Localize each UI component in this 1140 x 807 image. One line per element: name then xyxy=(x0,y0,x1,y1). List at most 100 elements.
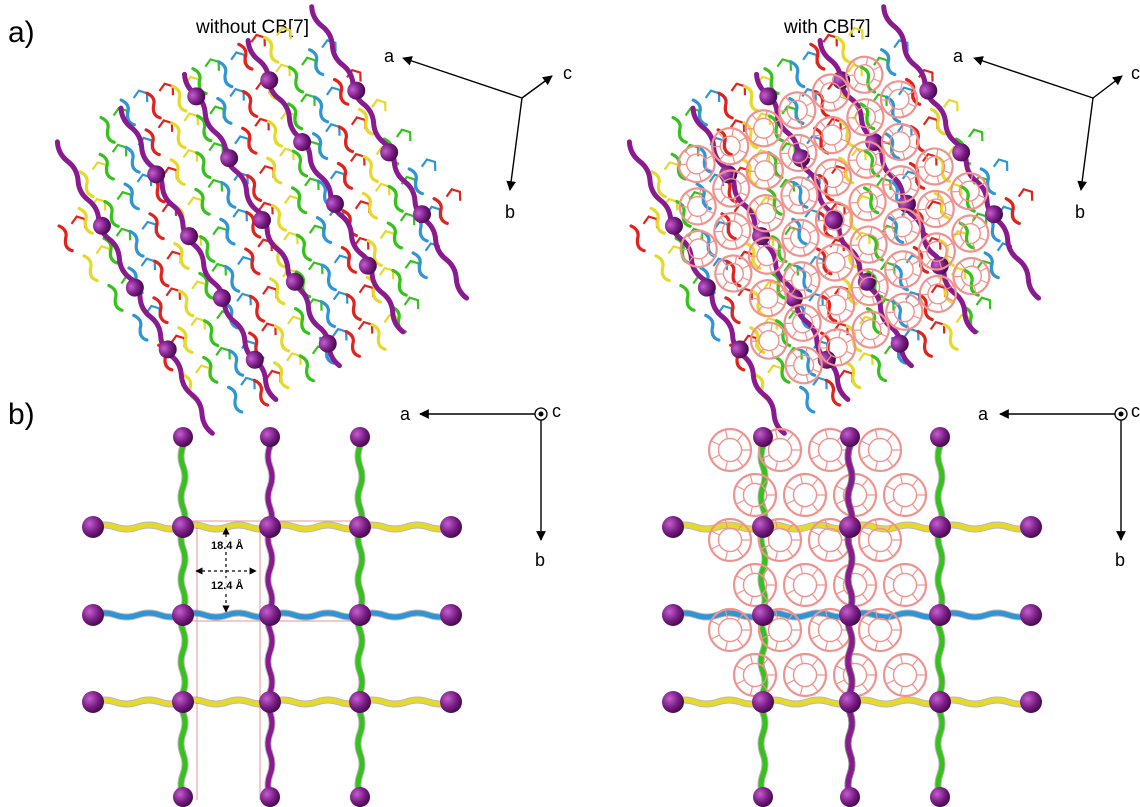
cb7-bond xyxy=(886,613,894,622)
metal-node xyxy=(440,516,462,538)
cb7-bond xyxy=(717,132,725,140)
linker-fragment xyxy=(196,114,213,143)
cb7-bond xyxy=(886,548,894,557)
metal-node xyxy=(259,516,281,538)
linker-fragment xyxy=(929,107,947,136)
cb7-bond xyxy=(886,311,895,314)
cb7-bond xyxy=(799,564,804,574)
cb7-bond xyxy=(861,593,869,602)
linker-fragment xyxy=(232,208,248,222)
cb7-bond xyxy=(907,102,916,108)
cb7-bond xyxy=(738,137,747,142)
cb7-bond xyxy=(774,609,779,619)
linker-fragment xyxy=(300,93,316,106)
metal-node xyxy=(752,604,774,626)
cb7-bond xyxy=(911,568,919,577)
linker-fragment xyxy=(202,355,219,384)
linker-fragment xyxy=(298,354,316,383)
linker-fragment xyxy=(720,212,737,241)
cb7-bond xyxy=(803,304,807,314)
cb7-bond xyxy=(714,230,723,233)
cb7-bond xyxy=(761,478,769,487)
cb7-bond xyxy=(854,145,861,153)
cb7-bond xyxy=(923,194,930,202)
cb7-bond xyxy=(771,350,775,359)
linker-fragment xyxy=(858,352,874,365)
linker-fragment xyxy=(194,187,211,216)
cb7-bond xyxy=(736,458,744,467)
cb7-bond xyxy=(775,259,784,264)
linker-fragment xyxy=(57,224,74,253)
linker-fragment xyxy=(287,102,304,131)
linker-fragment xyxy=(123,182,140,211)
metal-node xyxy=(662,691,684,713)
cb7-bond xyxy=(799,654,804,664)
cb7-macrocycle xyxy=(792,572,818,598)
metal-node xyxy=(840,787,860,807)
cb7-bond xyxy=(800,162,804,171)
cb7-bond xyxy=(887,107,894,115)
cb7-bond xyxy=(924,216,931,224)
linker-fragment xyxy=(1004,197,1021,226)
axis-arrow-icon xyxy=(521,75,553,99)
cb7-bond xyxy=(837,271,841,281)
cb7-bond xyxy=(813,134,823,137)
cb7-macrocycle xyxy=(790,269,813,291)
cb7-bond xyxy=(724,609,729,619)
cb7-bond xyxy=(732,170,736,179)
linker-fragment xyxy=(287,65,305,94)
cb7-bond xyxy=(852,60,859,68)
cb7-bond xyxy=(810,440,820,446)
cb7-bond xyxy=(789,245,796,253)
linker-fragment xyxy=(295,233,313,262)
axis-arrow-icon xyxy=(402,56,523,99)
cb7-bond xyxy=(810,530,820,536)
linker-fragment xyxy=(629,224,646,253)
linker-fragment xyxy=(332,327,348,341)
cb7-bond xyxy=(748,255,758,257)
linker-fragment xyxy=(671,115,688,144)
cb7-bond xyxy=(706,209,715,215)
metal-node xyxy=(347,81,366,100)
cb7-bond xyxy=(900,108,905,117)
cb7-bond xyxy=(878,278,886,283)
cb7-bond xyxy=(824,609,829,619)
cb7-bond xyxy=(885,485,895,491)
linker-fragment xyxy=(165,287,181,300)
linker-fragment xyxy=(183,112,199,126)
cb7-bond xyxy=(785,365,794,367)
cb7-bond xyxy=(740,222,749,227)
cb7-bond xyxy=(936,191,940,200)
cb7-bond xyxy=(777,344,786,349)
cb7-bond xyxy=(843,265,852,271)
cb7-bond xyxy=(799,506,804,516)
cb7-bond xyxy=(945,242,953,248)
linker-fragment xyxy=(374,182,391,196)
cb7-bond xyxy=(710,620,720,626)
linker-fragment xyxy=(679,283,696,312)
linker-fragment xyxy=(290,186,308,215)
cb7-bond xyxy=(698,188,702,197)
linker-fragment xyxy=(820,294,838,323)
cb7-bond xyxy=(815,219,825,222)
linker-fragment xyxy=(207,178,224,192)
cb7-macrocycle xyxy=(717,437,743,463)
cb7-macrocycle xyxy=(860,318,882,341)
linker-fragment xyxy=(879,261,896,274)
cb7-bond xyxy=(810,283,819,289)
cb7-bond xyxy=(925,279,932,287)
cb7-bond xyxy=(851,286,860,289)
metal-node xyxy=(358,256,377,275)
cb7-macrocycle xyxy=(822,166,844,189)
linker-fragment xyxy=(967,128,984,142)
cb7-bond xyxy=(722,281,728,289)
linker-fragment xyxy=(128,229,145,258)
linker-fragment xyxy=(770,271,787,300)
cb7-bond xyxy=(841,180,850,186)
cb7-bond xyxy=(877,235,885,241)
cb7-bond xyxy=(749,474,754,484)
metal-node xyxy=(173,787,193,807)
metal-node xyxy=(930,427,950,447)
cb7-bond xyxy=(710,530,720,536)
cb7-bond xyxy=(749,686,754,696)
